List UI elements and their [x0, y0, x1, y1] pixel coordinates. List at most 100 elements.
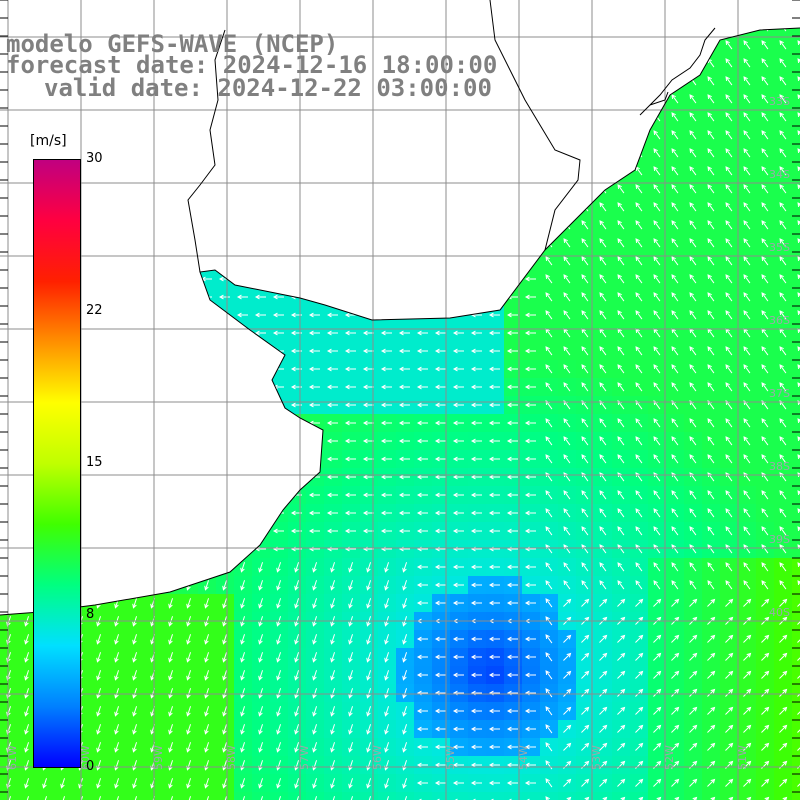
wind-arrow [168, 652, 174, 663]
wind-arrow [761, 526, 769, 536]
wind-arrow [563, 346, 571, 356]
speed-cell [522, 792, 540, 800]
wind-arrow [689, 364, 697, 374]
wind-arrow [671, 796, 680, 800]
wind-arrow [563, 310, 571, 320]
wind-arrow [312, 652, 318, 663]
speed-cell [792, 594, 800, 612]
wind-arrow [581, 706, 590, 715]
wind-arrow [384, 598, 390, 609]
wind-arrow [725, 742, 734, 751]
wind-arrow [308, 528, 320, 534]
speed-cell [792, 558, 800, 576]
wind-arrow [132, 634, 138, 645]
wind-arrow [725, 418, 733, 428]
wind-arrow [761, 454, 769, 464]
wind-arrow [524, 348, 536, 354]
wind-arrow [797, 598, 800, 607]
speed-cell [450, 792, 468, 800]
wind-arrow [506, 780, 518, 786]
wind-arrow [362, 438, 374, 444]
wind-arrow [563, 490, 571, 500]
wind-arrow [599, 436, 607, 446]
wind-arrow [707, 724, 716, 733]
wind-arrow [779, 274, 787, 284]
wind-arrow [222, 688, 228, 699]
wind-arrow [240, 598, 246, 609]
wind-arrow [653, 166, 661, 176]
wind-arrow [743, 166, 751, 176]
wind-arrow [168, 688, 174, 699]
wind-arrow [114, 634, 120, 645]
wind-arrow [635, 454, 643, 464]
coastline [0, 27, 800, 616]
colorbar-tick: 30 [86, 151, 103, 166]
wind-arrow [366, 598, 372, 609]
wind-arrow [779, 706, 788, 715]
wind-arrow [563, 436, 571, 446]
wind-arrow [6, 796, 12, 800]
wind-arrow [761, 634, 770, 643]
speed-cell [252, 792, 270, 800]
wind-arrow [344, 474, 356, 480]
wind-arrow [506, 672, 518, 678]
wind-arrow [312, 580, 318, 591]
lon-labels: 61W 60W 59W 58W 57W 56W 55W 54W 53W 52W 51W [6, 745, 749, 770]
wind-arrow [743, 202, 751, 212]
speed-cell [126, 792, 144, 800]
wind-arrow [797, 634, 800, 643]
wind-arrow [617, 652, 626, 661]
wind-arrow [452, 474, 464, 480]
wind-arrow [707, 580, 715, 590]
colorbar-tick: 0 [86, 759, 95, 774]
wind-arrow [132, 796, 138, 800]
wind-arrow [707, 166, 715, 176]
wind-arrow [563, 652, 572, 661]
wind-arrow [204, 742, 210, 753]
wind-arrow [707, 634, 716, 643]
wind-arrow [276, 688, 282, 699]
lat-label: 39S [769, 533, 790, 546]
wind-arrow [653, 562, 661, 572]
speed-cell [684, 792, 702, 800]
wind-arrow [725, 58, 733, 68]
wind-arrow [689, 526, 697, 536]
wind-arrow [671, 310, 679, 320]
wind-arrow [761, 166, 769, 176]
wind-arrow [653, 274, 661, 284]
wind-arrow [707, 688, 716, 697]
speed-cell [792, 108, 800, 126]
wind-arrow [78, 796, 84, 800]
wind-arrow [416, 474, 428, 480]
wind-arrow [671, 472, 679, 482]
wind-arrow [545, 724, 553, 734]
wind-arrow [186, 652, 192, 663]
wind-arrow [563, 742, 572, 751]
wind-arrow [114, 688, 120, 699]
wind-arrow [671, 508, 679, 518]
wind-arrow [797, 202, 800, 212]
wind-arrow [186, 688, 192, 699]
wind-arrow [96, 742, 102, 753]
lagoon-outline [639, 27, 716, 116]
wind-arrow [689, 184, 697, 194]
wind-arrow [380, 366, 392, 372]
wind-arrow [671, 382, 679, 392]
wind-arrow [330, 598, 336, 609]
wind-arrow [452, 564, 464, 570]
speed-cell [612, 792, 630, 800]
wind-arrow [344, 312, 356, 318]
wind-arrow [330, 652, 336, 663]
wind-arrow [599, 274, 607, 284]
wind-arrow [222, 652, 228, 663]
speed-cell [396, 792, 414, 800]
wind-arrow [797, 616, 800, 625]
wind-arrow [272, 312, 284, 318]
wind-arrow [563, 688, 572, 697]
wind-arrow [488, 384, 500, 390]
wind-arrow [797, 184, 800, 194]
speed-cell [792, 36, 800, 54]
wind-arrow [761, 112, 769, 122]
wind-arrow [599, 652, 608, 661]
wind-arrow [276, 580, 282, 591]
